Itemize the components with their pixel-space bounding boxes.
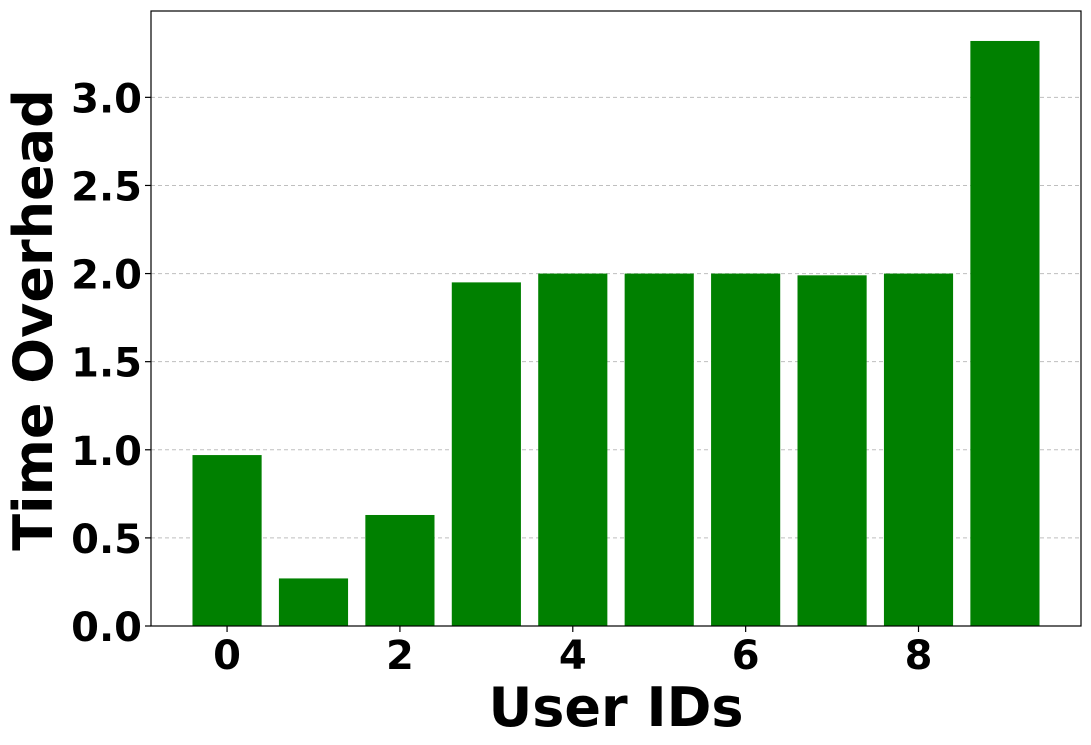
x-axis-title: User IDs — [488, 676, 743, 739]
bar — [365, 514, 435, 626]
y-tick-label: 1.0 — [71, 429, 142, 475]
bar — [883, 273, 954, 626]
x-tick-label: 0 — [213, 633, 241, 679]
bar — [538, 273, 608, 626]
y-tick-label: 2.5 — [71, 164, 142, 210]
x-axis-ticks: 0 2 4 6 8 — [213, 626, 932, 679]
bar — [797, 275, 867, 626]
y-axis-title: Time Overhead — [2, 89, 65, 551]
y-axis-ticks: 0.0 0.5 1.0 1.5 2.0 2.5 3.0 — [71, 76, 151, 651]
bar — [192, 455, 262, 626]
x-tick-label: 6 — [732, 633, 760, 679]
y-tick-label: 3.0 — [71, 76, 142, 122]
bar — [711, 273, 781, 626]
x-tick-label: 2 — [386, 633, 414, 679]
y-tick-label: 0.5 — [71, 517, 142, 563]
y-tick-label: 1.5 — [71, 341, 142, 387]
x-tick-label: 8 — [905, 633, 933, 679]
bar — [624, 273, 694, 626]
y-tick-label: 0.0 — [71, 605, 142, 651]
bar — [451, 282, 521, 626]
x-tick-label: 4 — [559, 633, 587, 679]
bar — [278, 578, 349, 626]
grid-lines — [151, 96, 1081, 539]
plot-frame — [150, 10, 1082, 627]
bars — [192, 40, 1040, 626]
bar — [970, 40, 1040, 626]
y-tick-label: 2.0 — [71, 253, 142, 299]
